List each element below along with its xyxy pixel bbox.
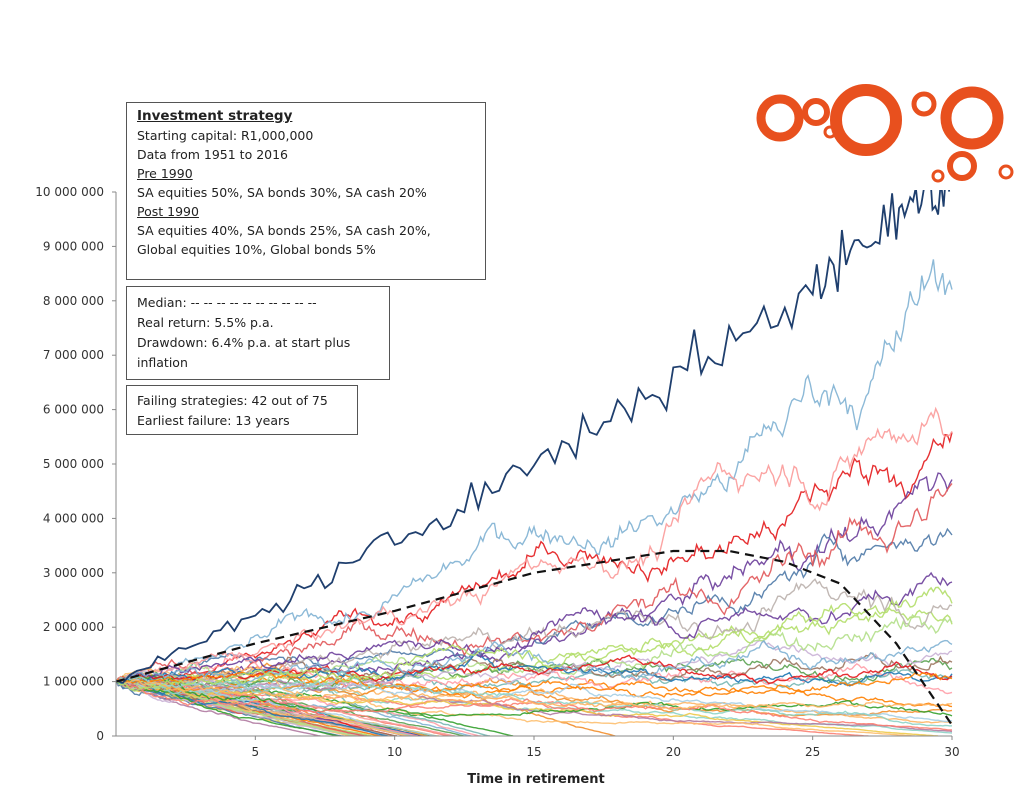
logo-ring-6 xyxy=(940,86,1004,150)
median-line xyxy=(116,549,953,726)
pre-1990-allocation: SA equities 50%, SA bonds 30%, SA cash 2… xyxy=(137,185,427,200)
post-1990-allocation-1: SA equities 40%, SA bonds 25%, SA cash 2… xyxy=(137,223,431,238)
series-line xyxy=(116,586,953,692)
strategy-capital: Starting capital: R1,000,000 xyxy=(137,128,314,143)
post-1990-allocation-2: Global equities 10%, Global bonds 5% xyxy=(137,242,376,257)
x-tick-label: 15 xyxy=(526,745,541,759)
x-tick-label: 5 xyxy=(252,745,260,759)
y-tick-label: 8 000 000 xyxy=(43,294,104,308)
x-tick-label: 20 xyxy=(666,745,681,759)
series-line xyxy=(116,678,952,731)
y-tick-label: 1 000 000 xyxy=(43,675,104,689)
series-line xyxy=(116,668,953,699)
y-tick-label: 0 xyxy=(96,729,104,743)
x-tick-label: 30 xyxy=(944,745,959,759)
post-1990-heading: Post 1990 xyxy=(137,204,199,219)
strategy-box: Investment strategy Starting capital: R1… xyxy=(126,102,486,280)
series-line xyxy=(116,678,388,736)
pre-1990-heading: Pre 1990 xyxy=(137,166,193,181)
series-line xyxy=(116,578,953,686)
x-axis-label: Time in retirement xyxy=(467,772,604,787)
axes-layer: 0 1 000 000 2 000 000 3 000 000 4 000 000 5 0… xyxy=(35,185,959,759)
x-tick-label: 25 xyxy=(805,745,820,759)
median-real-return: Real return: 5.5% p.a. xyxy=(137,315,274,330)
failure-box: Failing strategies: 42 out of 75 Earlies… xyxy=(126,385,358,435)
series-line xyxy=(116,639,953,691)
median-legend: Median: -- -- -- -- -- -- -- -- -- -- xyxy=(137,295,317,310)
logo-ring-4 xyxy=(830,84,902,156)
series-line xyxy=(116,483,953,683)
series-line xyxy=(116,670,953,693)
series-line xyxy=(116,259,953,683)
series-line xyxy=(116,678,953,711)
y-tick-label: 4 000 000 xyxy=(43,511,104,525)
strategy-heading: Investment strategy xyxy=(137,108,293,124)
median-box: Median: -- -- -- -- -- -- -- -- -- -- Re… xyxy=(126,286,390,380)
highlight-series-line xyxy=(116,190,951,684)
series-line xyxy=(116,679,339,736)
series-line xyxy=(116,680,358,736)
series-line xyxy=(116,639,953,686)
earliest-failure: Earliest failure: 13 years xyxy=(137,413,290,428)
series-layer xyxy=(116,190,953,736)
series-line xyxy=(116,653,953,687)
y-tick-label: 2 000 000 xyxy=(43,620,104,634)
logo xyxy=(756,84,1014,183)
logo-ring-8 xyxy=(931,169,945,183)
series-line xyxy=(116,406,953,683)
logo-ring-5 xyxy=(911,91,937,117)
failing-strategies: Failing strategies: 42 out of 75 xyxy=(137,393,328,408)
median-drawdown: Drawdown: 6.4% p.a. at start plus inflat… xyxy=(137,335,351,370)
logo-ring-7 xyxy=(947,151,977,181)
logo-ring-2 xyxy=(802,98,830,126)
y-tick-label: 7 000 000 xyxy=(43,348,104,362)
strategy-data-range: Data from 1951 to 2016 xyxy=(137,147,289,162)
x-tick-label: 10 xyxy=(387,745,402,759)
y-tick-label: 10 000 000 xyxy=(35,185,104,199)
y-tick-label: 6 000 000 xyxy=(43,403,104,417)
logo-ring-1 xyxy=(756,94,804,142)
series-line xyxy=(116,665,915,736)
series-line xyxy=(116,432,953,687)
y-tick-label: 9 000 000 xyxy=(43,239,104,253)
series-line xyxy=(116,651,953,695)
y-tick-label: 5 000 000 xyxy=(43,457,104,471)
logo-ring-9 xyxy=(998,164,1014,180)
series-line xyxy=(116,677,953,723)
y-tick-label: 3 000 000 xyxy=(43,566,104,580)
